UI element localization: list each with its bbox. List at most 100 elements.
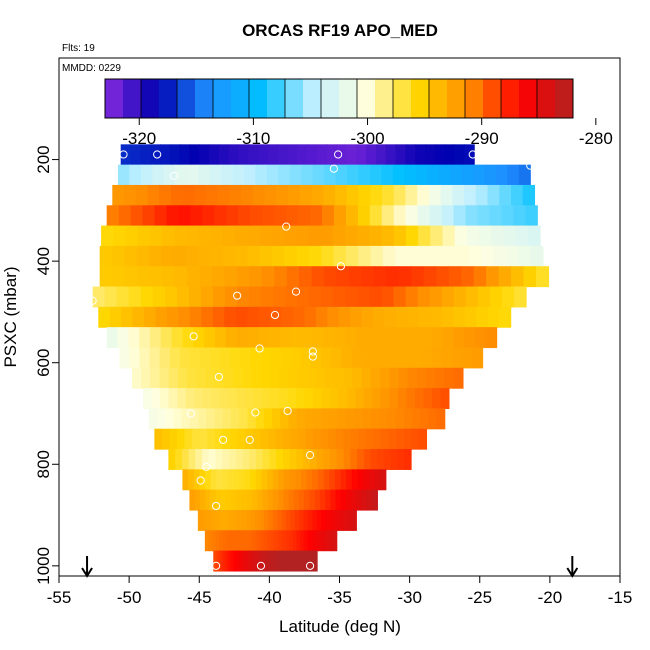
heat-cell	[299, 550, 304, 572]
heat-cell	[177, 388, 187, 410]
heat-cell	[259, 509, 265, 531]
heat-cell	[272, 489, 279, 511]
heat-cell	[417, 205, 431, 227]
heat-cell	[395, 245, 409, 267]
heat-cell	[391, 347, 403, 369]
heat-cell	[296, 225, 309, 247]
heat-cell	[223, 530, 228, 552]
heat-cell	[407, 367, 418, 389]
heat-cell	[507, 164, 520, 186]
heat-cell	[386, 266, 400, 288]
heat-cell	[373, 306, 386, 328]
heat-cell	[377, 449, 385, 470]
heat-cell	[485, 327, 498, 349]
heat-cell	[208, 530, 213, 552]
heat-cell	[444, 144, 456, 166]
heat-cell	[358, 428, 367, 450]
heat-cell	[273, 286, 286, 308]
heat-cell	[361, 489, 368, 511]
heat-cell	[179, 144, 191, 166]
heat-cell	[246, 489, 253, 511]
heat-cell	[139, 347, 151, 369]
heat-cell	[314, 550, 318, 572]
heat-cell	[464, 306, 477, 328]
sample-point	[333, 150, 343, 159]
heat-cell	[404, 164, 417, 186]
heat-cell	[407, 306, 420, 328]
heat-cell	[219, 530, 224, 552]
sample-point	[468, 150, 477, 159]
heat-cell	[366, 327, 379, 349]
heat-cell	[363, 388, 374, 410]
heat-cell	[288, 550, 292, 572]
heat-cell	[343, 428, 352, 450]
heat-cell	[248, 530, 254, 552]
heat-cell	[453, 205, 467, 227]
sample-point	[308, 347, 317, 356]
heat-cell	[165, 408, 175, 430]
heat-cell	[214, 408, 224, 430]
heat-cell	[129, 347, 141, 369]
heat-cell	[411, 266, 425, 288]
heat-cell	[472, 164, 486, 186]
heat-cell	[320, 225, 334, 247]
heat-cell	[407, 245, 421, 267]
heat-cell	[308, 550, 312, 572]
heat-cell	[251, 367, 262, 389]
heat-cell	[210, 225, 224, 247]
heat-cell	[234, 530, 239, 552]
heat-cell	[399, 327, 411, 349]
heat-cell	[189, 489, 196, 511]
heat-cell	[190, 205, 203, 227]
heat-cell	[499, 306, 512, 328]
heat-cell	[350, 428, 360, 450]
sample-point	[211, 501, 221, 511]
heat-cell	[431, 327, 444, 349]
heat-cell	[321, 245, 335, 267]
heat-cell	[411, 408, 421, 430]
heat-cell	[477, 286, 491, 308]
sample-point	[291, 287, 301, 296]
y-tick-label: 400	[34, 247, 53, 275]
heat-row	[120, 144, 475, 166]
heat-cell	[262, 388, 272, 410]
heat-cell	[388, 428, 397, 450]
heat-cell	[362, 408, 372, 430]
y-tick-label: 200	[34, 145, 53, 173]
heat-cell	[188, 449, 196, 470]
heat-row	[131, 367, 464, 389]
heat-cell	[304, 306, 317, 328]
heat-cell	[109, 306, 122, 328]
heat-cell	[210, 347, 221, 369]
heat-cell	[355, 388, 365, 410]
heat-cell	[176, 286, 190, 308]
heat-cell	[333, 205, 347, 227]
heat-cell	[334, 327, 346, 349]
heat-cell	[286, 266, 300, 288]
x-tick-label: -20	[538, 588, 563, 607]
heat-cell	[250, 205, 263, 227]
heat-cell	[229, 184, 242, 206]
heat-cell	[351, 509, 357, 531]
heat-cell	[513, 205, 526, 227]
heat-cell	[311, 184, 324, 206]
heat-cell	[106, 205, 120, 227]
heat-cell	[160, 388, 170, 410]
heat-cell	[175, 164, 188, 186]
heat-cell	[393, 205, 407, 227]
heat-cell	[316, 449, 325, 470]
heat-cell	[198, 245, 212, 267]
heat-cell	[269, 367, 280, 389]
heat-cell	[522, 184, 536, 206]
heat-cell	[317, 144, 328, 166]
heat-cell	[479, 225, 492, 247]
heat-cell	[112, 184, 125, 206]
heat-cell	[265, 550, 269, 572]
heat-row	[119, 347, 484, 369]
heat-cell	[358, 164, 371, 186]
x-tick-label: -35	[327, 588, 352, 607]
heat-cell	[208, 449, 217, 470]
heat-cell	[464, 327, 476, 349]
heat-cell	[493, 245, 507, 267]
heat-row	[112, 184, 536, 206]
